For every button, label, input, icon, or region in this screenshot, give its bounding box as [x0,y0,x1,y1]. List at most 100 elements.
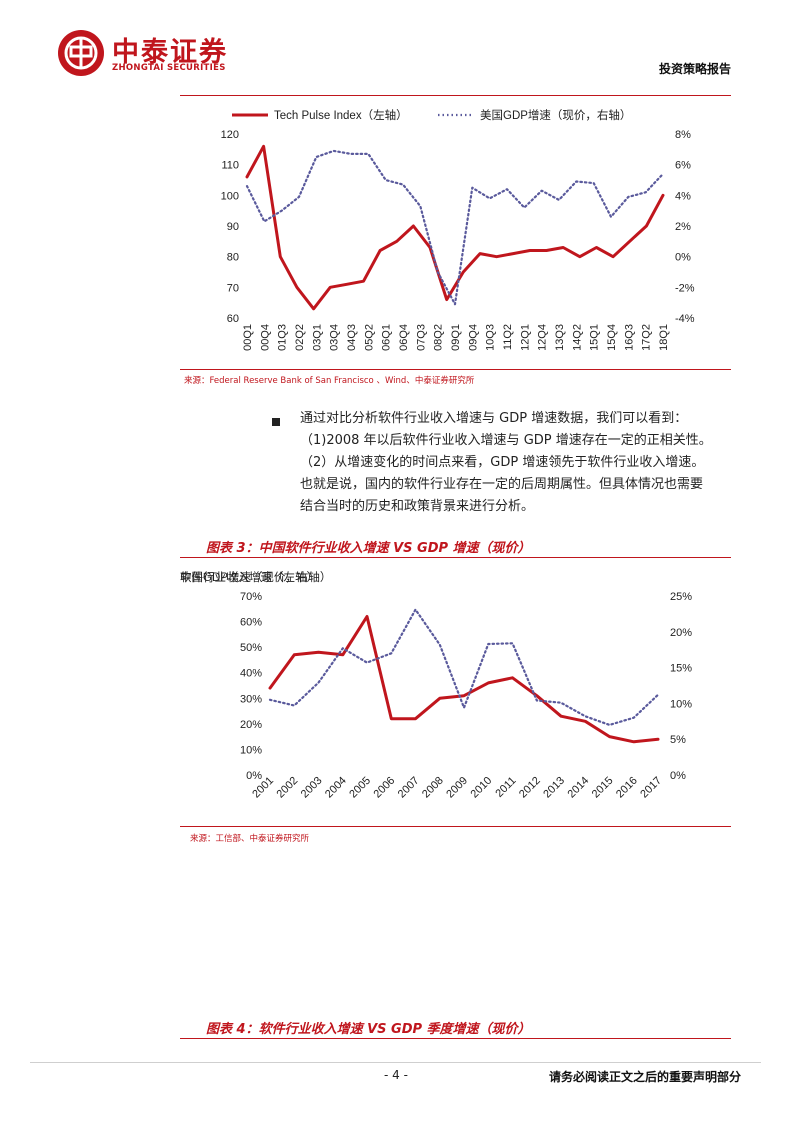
x-tick-label: 2003 [299,775,325,801]
y-right-tick-label: 25% [670,591,692,603]
x-tick-label: 2011 [493,775,518,800]
figure3-bottom-divider [180,826,731,827]
page-number: - 4 - [384,1068,408,1082]
figure3-title-divider [180,557,731,558]
tech-pulse-vs-us-gdp-chart: 60 70 80 90 100 110 120 -4% -2% 0% 2% 4% 6% 8% 00Q1 00Q… [221,108,695,351]
y-left-tick-label: 10% [240,744,262,756]
x-tick-label: 2009 [444,775,470,801]
legend-label: 软件行业收入增速（左轴） [180,570,318,584]
series-line-left-axis [245,144,665,311]
y-right-tick-label: 6% [675,160,691,172]
x-tick-label: 00Q1 [242,324,254,351]
report-type: 投资策略报告 [658,62,731,76]
x-tick-label: 2017 [638,775,664,801]
x-tick-label: 00Q4 [259,324,271,351]
series-line-left-axis [268,615,660,744]
logo-wordmark-cn: 中泰证券 [112,37,228,68]
x-tick-label: 06Q1 [381,324,393,351]
bullet-icon [272,418,280,426]
logo-wordmark-en: ZHONGTAI SECURITIES [112,63,226,73]
y-left-tick-label: 100 [221,190,239,202]
footer-disclaimer: 请务必阅读正文之后的重要声明部分 [548,1070,741,1084]
paragraph-line: （2）从增速变化的时间点来看，GDP 增速领先于软件行业收入增速。 [300,455,705,470]
x-tick-label: 2015 [590,775,616,801]
x-tick-label: 2005 [347,775,373,801]
x-tick-label: 2013 [541,775,567,801]
x-tick-label: 2008 [420,775,446,801]
x-tick-label: 12Q4 [537,324,549,351]
header-divider [180,95,731,96]
x-tick-label: 01Q3 [277,324,289,351]
x-tick-label: 17Q2 [641,324,653,351]
y-left-tick-label: 60% [240,617,262,629]
series-line-right-axis [245,149,665,306]
x-tick-label: 16Q3 [623,324,635,351]
x-tick-label: 13Q3 [554,324,566,351]
y-left-tick-label: 50% [240,642,262,654]
x-tick-label: 04Q3 [346,324,358,351]
y-left-tick-label: 70% [240,591,262,603]
x-tick-label: 06Q4 [398,324,410,351]
x-tick-label: 2014 [566,775,592,801]
y-left-tick-label: 110 [221,160,239,172]
chart1-bottom-divider [180,369,731,370]
paragraph-line: 通过对比分析软件行业收入增速与 GDP 增速数据，我们可以看到： [300,411,688,426]
x-tick-label: 2016 [614,775,640,801]
legend-label: 中国GDP增速（现价，右轴） [180,570,331,584]
y-right-tick-label: 15% [670,663,692,675]
legend-label: Tech Pulse Index（左轴） [274,108,408,122]
y-left-tick-label: 30% [240,693,262,705]
x-tick-label: 09Q4 [467,324,479,351]
y-right-tick-label: 10% [670,698,692,710]
y-right-tick-label: -2% [675,282,695,294]
y-right-tick-label: 4% [675,190,691,202]
x-tick-label: 2002 [275,775,301,801]
analysis-paragraph: 通过对比分析软件行业收入增速与 GDP 增速数据，我们可以看到： （1)2008… [300,408,740,518]
x-tick-label: 05Q2 [363,324,375,351]
y-right-tick-label: 0% [675,252,691,264]
figure3-source: 来源：工信部、中泰证券研究所 [190,834,310,844]
x-tick-label: 2010 [469,775,495,801]
y-left-tick-label: 20% [240,719,262,731]
y-left-tick-label: 0% [246,770,262,782]
figure4-title-divider [180,1038,731,1039]
x-tick-label: 03Q1 [311,324,323,351]
x-tick-label: 14Q2 [571,324,583,351]
y-right-tick-label: 8% [675,129,691,141]
x-tick-label: 12Q1 [519,324,531,351]
paragraph-line: 结合当时的历史和政策背景来进行分析。 [300,499,535,514]
y-left-tick-label: 60 [227,313,239,325]
y-left-tick-label: 70 [227,282,239,294]
x-tick-label: 2012 [517,775,543,801]
y-right-tick-label: 2% [675,221,691,233]
y-left-tick-label: 90 [227,221,239,233]
software-revenue-vs-china-gdp-chart: 0% 10% 20% 30% 40% 50% 60% 70% 0% 5% 10% 15% 20% 25% 2… [180,570,692,801]
series-line-right-axis [268,608,660,726]
x-tick-label: 08Q2 [433,324,445,351]
x-tick-label: 11Q2 [502,324,514,350]
y-right-tick-label: 5% [670,734,686,746]
paragraph-line: 也就是说，国内的软件行业存在一定的后周期属性。但具体情况也需要 [300,477,704,492]
y-right-tick-label: 0% [670,770,686,782]
footer-divider [30,1062,761,1063]
y-right-tick-label: 20% [670,627,692,639]
x-tick-label: 15Q1 [589,324,601,351]
x-tick-label: 02Q2 [294,324,306,351]
y-left-tick-label: 40% [240,668,262,680]
x-tick-label: 2004 [323,775,349,801]
chart1-source: 来源：Federal Reserve Bank of San Francisco… [184,376,475,386]
y-left-tick-label: 80 [227,252,239,264]
x-tick-label: 15Q4 [606,324,618,351]
x-tick-label: 07Q3 [415,324,427,351]
figure3-title: 图表 3：中国软件行业收入增速 VS GDP 增速（现价） [206,541,531,556]
figure4-title: 图表 4：软件行业收入增速 VS GDP 季度增速（现价） [206,1022,531,1037]
legend-label: 美国GDP增速（现价，右轴） [480,108,631,122]
y-left-tick-label: 120 [221,129,239,141]
x-tick-label: 10Q3 [485,324,497,351]
y-right-tick-label: -4% [675,313,695,325]
x-tick-label: 2006 [372,775,398,801]
company-logo-icon [58,30,104,76]
x-tick-label: 2007 [396,775,422,801]
paragraph-line: （1)2008 年以后软件行业收入增速与 GDP 增速存在一定的正相关性。 [300,433,712,448]
x-tick-label: 03Q4 [329,324,341,351]
